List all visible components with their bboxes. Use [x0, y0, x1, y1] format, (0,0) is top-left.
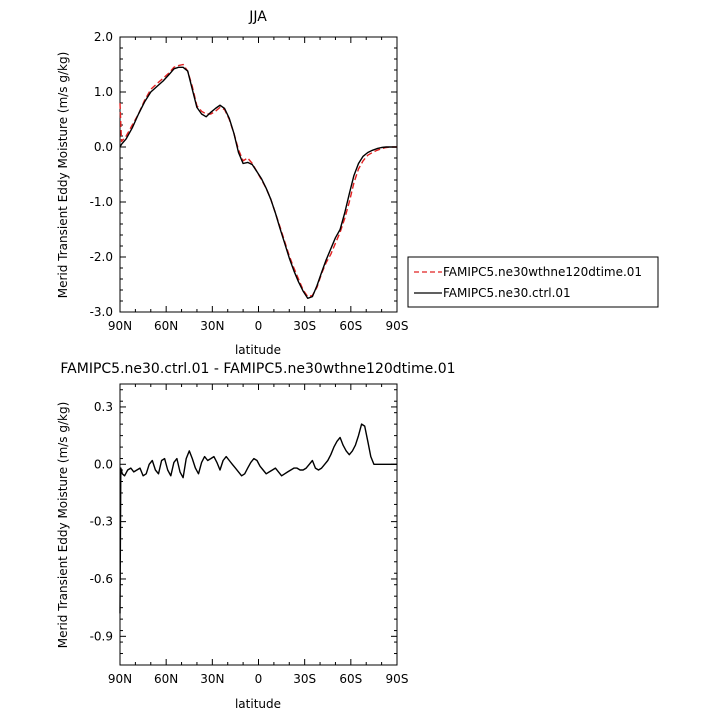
bottom-panel: FAMIPC5.ne30.ctrl.01 - FAMIPC5.ne30wthne…: [56, 361, 456, 711]
top-chart-title: JJA: [248, 9, 267, 25]
bottom-y-axis-label: Merid Transient Eddy Moisture (m/s g/kg): [56, 402, 70, 649]
top-x-tick-label: 60N: [154, 319, 178, 333]
top-panel: JJA 90N 60N 30N 0 30S 60S 90S 2.0 1.0 0.0 -1.0 -2.0…: [56, 9, 659, 357]
bottom-x-axis-label: latitude: [235, 697, 281, 711]
top-x-tick-label: 60S: [339, 319, 362, 333]
top-x-tick-label: 90N: [108, 319, 132, 333]
legend-box: [407, 256, 659, 308]
top-x-tick-label: 0: [255, 319, 263, 333]
bottom-chart-title: FAMIPC5.ne30.ctrl.01 - FAMIPC5.ne30wthne…: [60, 361, 455, 377]
bottom-y-tick-label: -0.3: [90, 515, 113, 529]
top-y-tick-label: 2.0: [94, 30, 113, 44]
top-x-tick-label: 30S: [293, 319, 316, 333]
bottom-series-line-1: [119, 423, 397, 614]
top-y-tick-label: 0.0: [94, 140, 113, 154]
bottom-y-tick-label: 0.3: [94, 400, 113, 414]
top-x-tick-label: 30N: [200, 319, 224, 333]
bottom-x-tick-label: 60N: [154, 672, 178, 686]
legend-label-series-1: FAMIPC5.ne30wthne120dtime.01: [443, 265, 642, 279]
top-x-tick-label: 90S: [386, 319, 409, 333]
top-x-axis-label: latitude: [235, 343, 281, 357]
bottom-x-tick-label: 60S: [339, 672, 362, 686]
top-series-line-1: [119, 63, 397, 298]
top-series-lines: [119, 63, 397, 299]
bottom-y-tick-label: -0.9: [90, 629, 113, 643]
top-y-tick-label: -2.0: [90, 250, 113, 264]
bottom-series-lines: [119, 423, 397, 614]
bottom-x-tick-label: 90N: [108, 672, 132, 686]
top-axes: 90N 60N 30N 0 30S 60S 90S 2.0 1.0 0.0 -1.0 -2.0 -3.0: [90, 30, 409, 333]
top-y-tick-label: -1.0: [90, 195, 113, 209]
bottom-plot-frame: [119, 383, 398, 666]
top-legend: FAMIPC5.ne30wthne120dtime.01 FAMIPC5.ne3…: [407, 256, 659, 308]
bottom-x-tick-label: 90S: [386, 672, 409, 686]
top-y-tick-label: 1.0: [94, 85, 113, 99]
bottom-x-tick-label: 30N: [200, 672, 224, 686]
bottom-x-tick-label: 0: [255, 672, 263, 686]
top-y-tick-label: -3.0: [90, 305, 113, 319]
bottom-axes: 90N 60N 30N 0 30S 60S 90S 0.3 0.0 -0.3 -0.6 -0.9: [90, 384, 409, 686]
legend-label-series-2: FAMIPC5.ne30.ctrl.01: [443, 286, 571, 300]
top-y-axis-label: Merid Transient Eddy Moisture (m/s g/kg): [56, 52, 70, 299]
bottom-x-tick-label: 30S: [293, 672, 316, 686]
top-series-line-2: [119, 66, 397, 299]
bottom-y-tick-label: 0.0: [94, 457, 113, 471]
bottom-y-tick-label: -0.6: [90, 572, 113, 586]
